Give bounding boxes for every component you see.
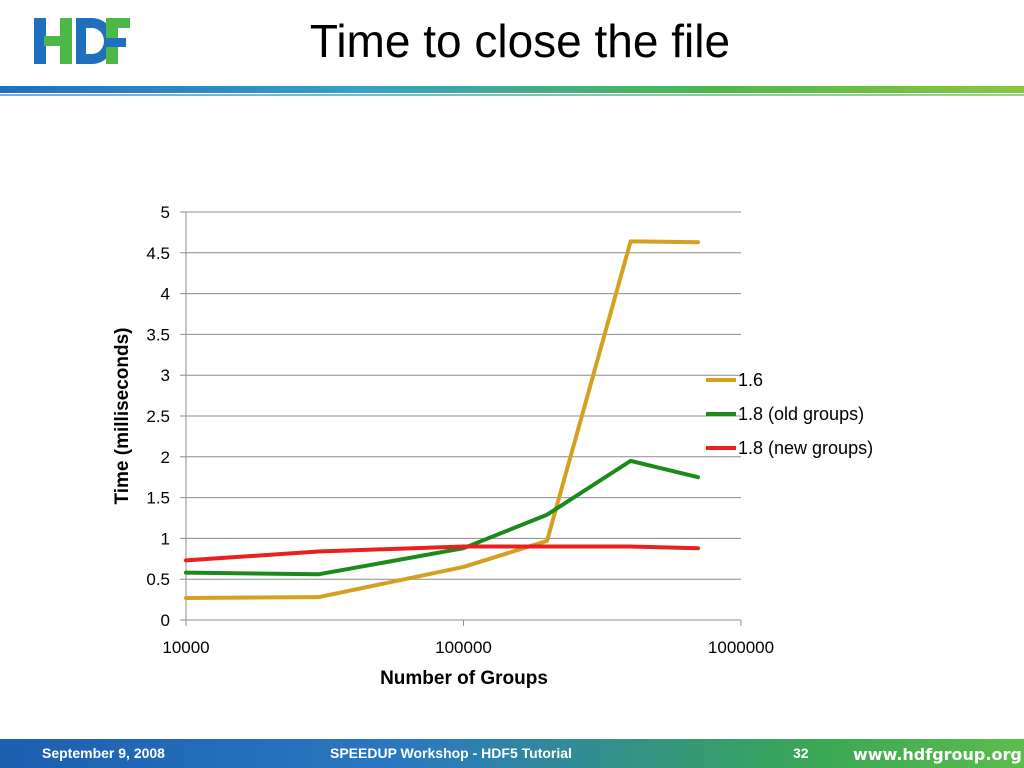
y-tick-label: 1.5 xyxy=(146,489,170,508)
legend: 1.6 1.8 (old groups) 1.8 (new groups) xyxy=(706,370,873,458)
y-tick-label: 0 xyxy=(161,611,170,630)
legend-label-2: 1.8 (new groups) xyxy=(738,438,873,458)
footer-title: SPEEDUP Workshop - HDF5 Tutorial xyxy=(330,745,572,761)
y-tick-label: 2.5 xyxy=(146,407,170,426)
y-tick-label: 2 xyxy=(161,448,170,467)
footer-bar: September 9, 2008 SPEEDUP Workshop - HDF… xyxy=(0,739,1024,768)
y-tick-labels: 0 0.5 1 1.5 2 2.5 3 3.5 4 4.5 5 xyxy=(146,203,170,630)
x-tick-labels: 10000 100000 1000000 xyxy=(162,638,774,657)
y-tick-label: 1 xyxy=(161,529,170,548)
x-tick-label: 1000000 xyxy=(708,638,774,657)
hdf-logo xyxy=(34,18,130,64)
gridlines xyxy=(186,211,741,580)
line-chart: 0 0.5 1 1.5 2 2.5 3 3.5 4 4.5 5 10000 100000 1000000… xyxy=(112,203,873,689)
header-divider-thin xyxy=(0,94,1024,96)
y-tick-label: 5 xyxy=(161,203,170,222)
footer-date: September 9, 2008 xyxy=(42,745,165,761)
x-tick-label: 100000 xyxy=(435,638,492,657)
page-number: 32 xyxy=(793,745,809,761)
series-line-0 xyxy=(184,239,701,600)
x-tick-label: 10000 xyxy=(162,638,209,657)
x-axis-label: Number of Groups xyxy=(380,668,548,689)
legend-label-0: 1.6 xyxy=(738,370,763,390)
legend-label-1: 1.8 (old groups) xyxy=(738,404,864,424)
y-tick-label: 3 xyxy=(161,366,170,385)
y-tick-label: 4 xyxy=(161,285,170,304)
series-line-2 xyxy=(184,544,701,563)
axes xyxy=(180,211,742,626)
y-axis-label: Time (milliseconds) xyxy=(112,327,133,504)
y-tick-label: 4.5 xyxy=(146,244,170,263)
footer-url: www.hdfgroup.org xyxy=(853,745,1022,764)
y-tick-label: 3.5 xyxy=(146,325,170,344)
y-tick-label: 0.5 xyxy=(146,570,170,589)
header-divider xyxy=(0,86,1024,93)
slide-title: Time to close the file xyxy=(309,15,731,67)
series-line-1 xyxy=(184,458,701,577)
series-lines xyxy=(184,239,701,600)
